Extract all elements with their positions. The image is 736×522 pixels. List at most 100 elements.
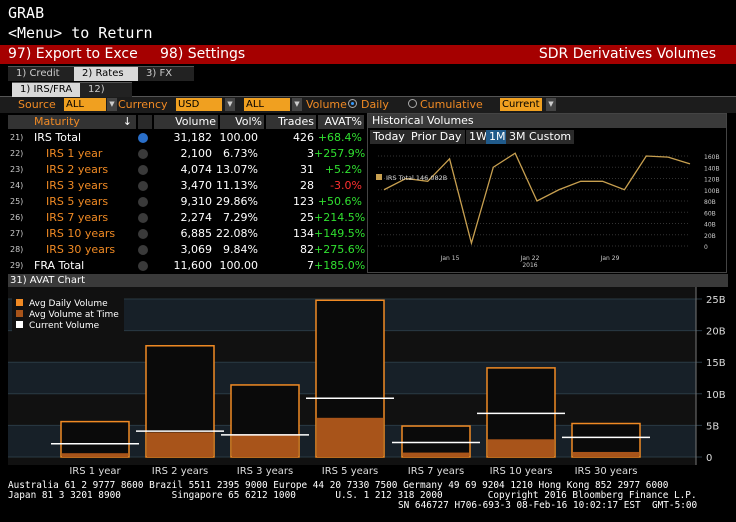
row-volume: 2,100 — [180, 147, 213, 160]
row-number: 27) — [10, 229, 24, 238]
range-button-3m[interactable]: 3M — [506, 130, 529, 144]
y-tick-label: 0 — [704, 244, 708, 251]
source-label: Source — [18, 98, 56, 111]
daily-radio[interactable] — [348, 99, 357, 108]
row-trades: 31 — [300, 163, 314, 176]
avat-chart-panel: 31) AVAT Chart 25B 20B 15B 10B 5B 0 IRS 1 year… — [8, 274, 728, 477]
row-vol-pct: 100.00 — [219, 259, 259, 272]
row-select-toggle[interactable] — [138, 149, 148, 159]
menu-return-hint[interactable]: <Menu> to Return — [8, 24, 153, 42]
bar-avg-volume-at-time — [403, 452, 469, 457]
row-volume: 4,074 — [180, 163, 213, 176]
chevron-down-icon[interactable]: ▼ — [546, 98, 556, 111]
footer-line-1: Australia 61 2 9777 8600 Brazil 5511 239… — [8, 480, 669, 491]
range-button-today[interactable]: Today — [370, 130, 408, 144]
table-row[interactable]: 23) IRS 2 years 4,074 13.07% 31 +5.2% — [8, 162, 364, 178]
range-button-prior-day[interactable]: Prior Day — [408, 130, 465, 144]
row-avat: +275.6% — [314, 243, 366, 256]
row-trades: 7 — [307, 259, 314, 272]
chevron-down-icon[interactable]: ▼ — [225, 98, 235, 111]
row-maturity: IRS 3 years — [46, 179, 109, 192]
row-select-toggle[interactable] — [138, 245, 148, 255]
row-select-toggle[interactable] — [138, 133, 148, 143]
y-tick-label: 160B — [704, 154, 720, 161]
table-row[interactable]: 21) IRS Total 31,182 100.00 426 +68.4% — [8, 130, 364, 146]
x-year-label: 2016 — [522, 262, 537, 269]
row-select-toggle[interactable] — [138, 229, 148, 239]
x-tick-label: IRS 1 year — [69, 466, 121, 477]
chevron-down-icon[interactable]: ▼ — [107, 98, 117, 111]
function-title: SDR Derivatives Volumes — [538, 46, 716, 62]
header-avat[interactable]: AVAT% — [318, 115, 364, 129]
row-volume: 9,310 — [180, 195, 213, 208]
settings-button[interactable]: 98) Settings — [160, 46, 246, 62]
bar-avg-daily-volume — [571, 422, 641, 458]
row-vol-pct: 13.07% — [216, 163, 258, 176]
subtab-irs-fra[interactable]: 1) IRS/FRA — [12, 82, 86, 97]
table-row[interactable]: 29) FRA Total 11,600 100.00 7 +185.0% — [8, 258, 365, 274]
row-select-toggle[interactable] — [138, 213, 148, 223]
row-vol-pct: 22.08% — [216, 227, 258, 240]
row-number: 22) — [10, 149, 24, 158]
cumulative-label: Cumulative — [420, 98, 483, 111]
y-tick-label: 10B — [706, 390, 726, 401]
row-select-toggle[interactable] — [138, 165, 148, 175]
table-row[interactable]: 25) IRS 5 years 9,310 29.86% 123 +50.6% — [8, 194, 364, 210]
range-button-1w[interactable]: 1W — [466, 130, 490, 144]
range-button-custom[interactable]: Custom — [526, 130, 575, 144]
tab-credit[interactable]: 1) Credit — [8, 66, 80, 81]
legend-swatch — [16, 310, 23, 317]
y-tick-label: 0 — [706, 453, 712, 464]
table-row[interactable]: 28) IRS 30 years 3,069 9.84% 82 +275.6% — [8, 242, 366, 258]
tab-fx[interactable]: 3) FX — [138, 66, 194, 81]
table-row[interactable]: 27) IRS 10 years 6,885 22.08% 134 +149.5% — [8, 226, 365, 242]
legend-label: Avg Daily Volume — [29, 299, 108, 309]
bar-avg-volume-at-time — [488, 439, 554, 457]
range-button-1m[interactable]: 1M — [486, 130, 509, 144]
header-trades[interactable]: Trades — [266, 115, 316, 129]
chevron-down-icon[interactable]: ▼ — [292, 98, 302, 111]
row-select-toggle[interactable] — [138, 181, 148, 191]
table-row[interactable]: 26) IRS 7 years 2,274 7.29% 25 +214.5% — [8, 210, 365, 226]
header-select — [138, 115, 152, 129]
legend-label: Avg Volume at Time — [29, 310, 119, 320]
x-tick-label: IRS 2 years — [152, 466, 208, 477]
subtab-ois[interactable]: 12) OIS — [80, 82, 132, 109]
y-tick-label: 140B — [704, 165, 720, 172]
header-volume[interactable]: Volume — [154, 115, 218, 129]
row-trades: 134 — [293, 227, 314, 240]
row-maturity: IRS 5 years — [46, 195, 109, 208]
historical-volumes-panel: Historical Volumes Today Prior Day 1W 1M 3M C… — [367, 113, 727, 273]
sort-arrow-icon[interactable]: ↓ — [122, 115, 132, 128]
row-number: 21) — [10, 133, 24, 142]
row-avat: +257.9% — [314, 147, 366, 160]
cumulative-radio[interactable] — [408, 99, 417, 108]
x-tick-label: Jan 29 — [600, 255, 620, 262]
row-vol-pct: 11.13% — [216, 179, 258, 192]
export-to-excel-button[interactable]: 97) Export to Exce — [8, 46, 138, 62]
row-avat: +68.4% — [317, 131, 362, 144]
header-maturity[interactable]: Maturity ↓ — [8, 115, 136, 129]
footer-line-2: Japan 81 3 3201 8900 Singapore 65 6212 1… — [8, 490, 697, 501]
current-select[interactable]: Current — [500, 98, 542, 111]
tab-rates[interactable]: 2) Rates — [74, 66, 144, 81]
row-maturity: IRS 7 years — [46, 211, 109, 224]
footer-line-3: SN 646727 H706-693-3 08-Feb-16 10:02:17 … — [398, 500, 698, 511]
third-filter-select[interactable]: ALL — [244, 98, 290, 111]
currency-select[interactable]: USD — [176, 98, 222, 111]
row-trades: 426 — [293, 131, 314, 144]
table-row[interactable]: 22) IRS 1 year 2,100 6.73% 3 +257.9% — [8, 146, 366, 162]
header-vol-pct[interactable]: Vol% — [220, 115, 264, 129]
row-select-toggle[interactable] — [138, 261, 148, 271]
source-select[interactable]: ALL — [64, 98, 106, 111]
legend-swatch — [16, 321, 23, 328]
y-tick-label: 120B — [704, 177, 720, 184]
row-volume: 3,069 — [180, 243, 213, 256]
table-row[interactable]: 24) IRS 3 years 3,470 11.13% 28 -3.0% — [8, 178, 364, 194]
row-avat: +50.6% — [317, 195, 362, 208]
y-tick-label: 60B — [704, 210, 716, 217]
row-number: 25) — [10, 197, 24, 206]
row-select-toggle[interactable] — [138, 197, 148, 207]
avat-chart-title: 31) AVAT Chart — [8, 274, 728, 287]
row-vol-pct: 6.73% — [223, 147, 258, 160]
